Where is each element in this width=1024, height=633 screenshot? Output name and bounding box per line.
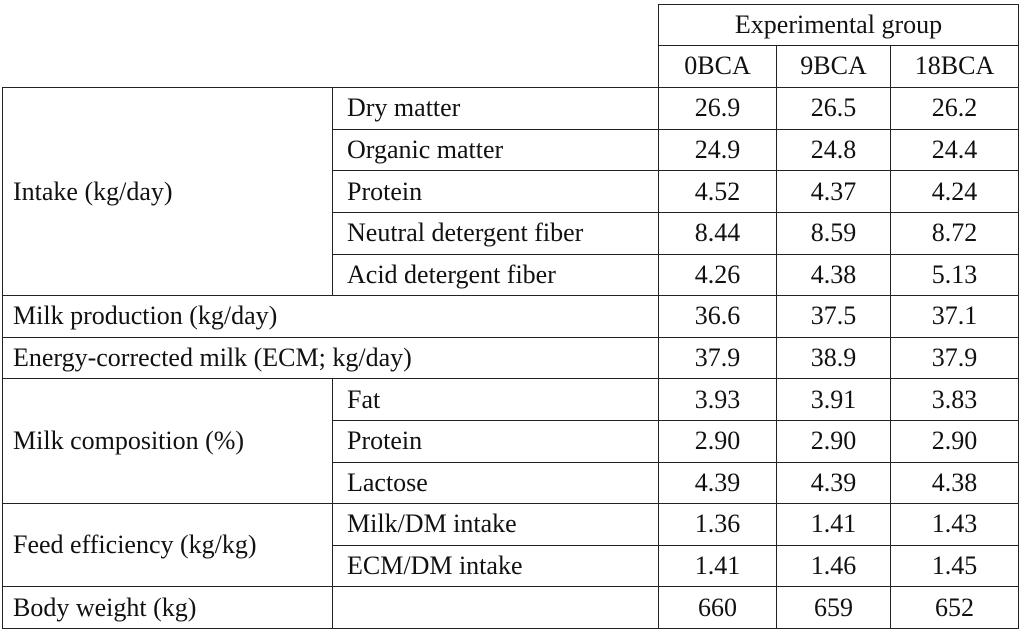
cell-value: 659 <box>776 586 891 629</box>
table-row: Energy-corrected milk (ECM; kg/day) 37.9… <box>2 336 1020 380</box>
cell-value: 24.9 <box>658 128 777 172</box>
table-row: Milk composition (%) Fat 3.93 3.91 3.83 <box>2 378 1020 505</box>
cell-value: 37.9 <box>889 336 1020 380</box>
cell-value: 3.93 <box>658 378 777 421</box>
cell-value: 1.36 <box>658 503 777 546</box>
feed-efficiency-category-label: Feed efficiency (kg/kg) <box>2 503 333 588</box>
cell-value: 8.72 <box>889 211 1020 255</box>
row-label: Milk/DM intake <box>332 503 659 546</box>
cell-value: 8.59 <box>776 211 891 255</box>
row-label: Neutral detergent fiber <box>332 211 659 255</box>
cell-value: 8.44 <box>658 211 777 255</box>
cell-value: 26.9 <box>658 87 777 130</box>
results-table: Experimental group 0BCA 9BCA 18BCA Intak… <box>2 4 1020 629</box>
body-weight-label: Body weight (kg) <box>2 586 333 629</box>
table-row: Protein 2.90 2.90 2.90 <box>3 419 1020 463</box>
header-row-group: Experimental group <box>3 4 1020 46</box>
row-label: Dry matter <box>332 87 659 130</box>
table-row: ECM/DM intake 1.41 1.46 1.45 <box>3 544 1020 588</box>
cell-value: 652 <box>889 586 1020 629</box>
cell-value: 2.90 <box>889 419 1020 463</box>
cell-value: 4.38 <box>776 253 891 297</box>
experimental-group-header: Experimental group <box>657 4 1020 46</box>
cell-value: 2.90 <box>776 419 891 463</box>
cell-value: 37.5 <box>776 295 891 338</box>
row-spacer <box>332 586 659 629</box>
milk-production-label: Milk production (kg/day) <box>2 295 333 338</box>
cell-value: 1.41 <box>776 503 891 546</box>
row-label: Fat <box>332 378 659 421</box>
table-row: Milk production (kg/day) 36.6 37.5 37.1 <box>2 295 1020 338</box>
column-header-9bca: 9BCA <box>776 44 891 89</box>
table-row: Body weight (kg) 660 659 652 <box>2 586 1020 629</box>
cell-value: 5.13 <box>889 253 1020 297</box>
cell-value: 24.8 <box>776 128 891 172</box>
header-blank <box>3 45 659 88</box>
ecm-label: Energy-corrected milk (ECM; kg/day) <box>2 336 412 380</box>
cell-value: 1.46 <box>776 544 891 588</box>
cell-value: 1.45 <box>889 544 1020 588</box>
row-spacer <box>332 336 659 380</box>
cell-value: 4.39 <box>658 461 777 505</box>
cell-value: 3.83 <box>889 378 1020 421</box>
cell-value: 26.5 <box>776 87 891 130</box>
cell-value: 38.9 <box>776 336 891 380</box>
cell-value: 4.37 <box>776 170 891 213</box>
row-label: ECM/DM intake <box>332 544 659 588</box>
milk-composition-category-label: Milk composition (%) <box>2 378 333 505</box>
cell-value: 26.2 <box>889 87 1020 130</box>
cell-value: 37.9 <box>658 336 777 380</box>
column-header-0bca: 0BCA <box>658 44 777 89</box>
cell-value: 4.38 <box>889 461 1020 505</box>
cell-value: 1.41 <box>658 544 777 588</box>
table-row: Lactose 4.39 4.39 4.38 <box>3 461 1020 505</box>
cell-value: 4.26 <box>658 253 777 297</box>
cell-value: 4.24 <box>889 170 1020 213</box>
cell-value: 660 <box>658 586 777 629</box>
table-row: Acid detergent fiber 4.26 4.38 5.13 <box>3 253 1020 297</box>
cell-value: 3.91 <box>776 378 891 421</box>
row-label: Protein <box>332 419 659 463</box>
cell-value: 4.52 <box>658 170 777 213</box>
table-row: Neutral detergent fiber 8.44 8.59 8.72 <box>3 211 1020 255</box>
row-spacer <box>332 295 659 338</box>
cell-value: 4.39 <box>776 461 891 505</box>
table-row: Feed efficiency (kg/kg) Milk/DM intake 1… <box>2 503 1020 588</box>
row-label: Protein <box>332 170 659 213</box>
intake-category-label: Intake (kg/day) <box>2 87 333 297</box>
column-header-18bca: 18BCA <box>889 44 1020 89</box>
header-blank <box>3 5 659 46</box>
row-label: Organic matter <box>332 128 659 172</box>
table-row: Intake (kg/day) Dry matter 26.9 26.5 26.… <box>2 87 1020 297</box>
cell-value: 36.6 <box>658 295 777 338</box>
header-row-columns: 0BCA 9BCA 18BCA <box>3 44 1020 89</box>
cell-value: 24.4 <box>889 128 1020 172</box>
cell-value: 2.90 <box>658 419 777 463</box>
row-label: Acid detergent fiber <box>332 253 659 297</box>
cell-value: 37.1 <box>889 295 1020 338</box>
row-label: Lactose <box>332 461 659 505</box>
cell-value: 1.43 <box>889 503 1020 546</box>
